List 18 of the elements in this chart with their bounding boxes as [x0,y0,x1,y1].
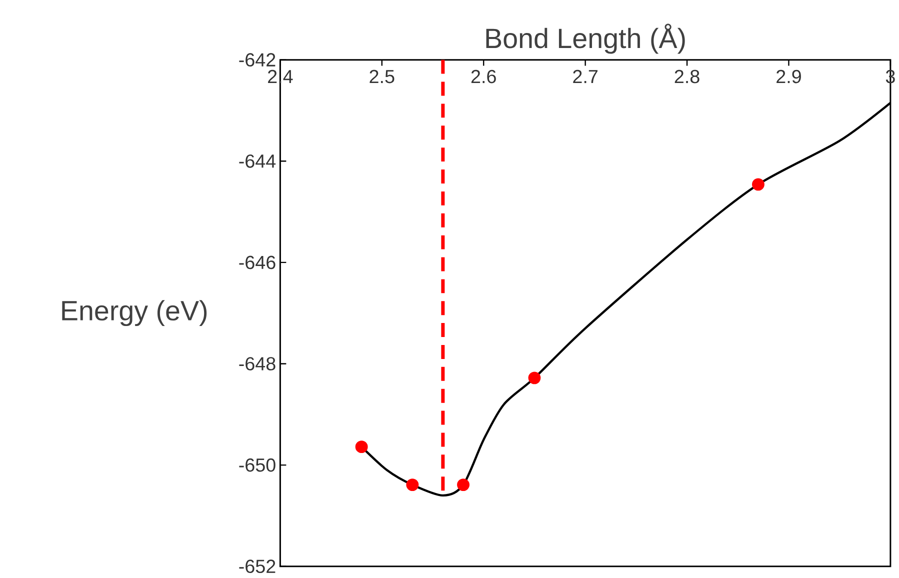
x-tick-label: 2.5 [370,70,394,84]
point [355,440,368,453]
point [406,478,419,491]
y-tick-label: -646 [239,256,276,269]
x-tick-label: 2.6 [471,70,496,84]
y-tick-label: -648 [239,356,276,370]
y-tick-label: -650 [239,458,276,472]
x-tick-label: 2.9 [776,70,801,84]
y-axis-title: Energy (eV) [62,300,207,326]
point [752,178,764,191]
y-tick-label: -644 [239,154,276,168]
x-tick-label: 2.7 [573,70,598,83]
x-tick-label: 2.8 [674,70,700,84]
x-axis-title: Bond Length (Å) [486,24,685,54]
point [528,372,541,384]
y-tick-label: -642 [239,52,276,66]
point [457,478,470,491]
y-tick-label: -652 [239,560,276,573]
